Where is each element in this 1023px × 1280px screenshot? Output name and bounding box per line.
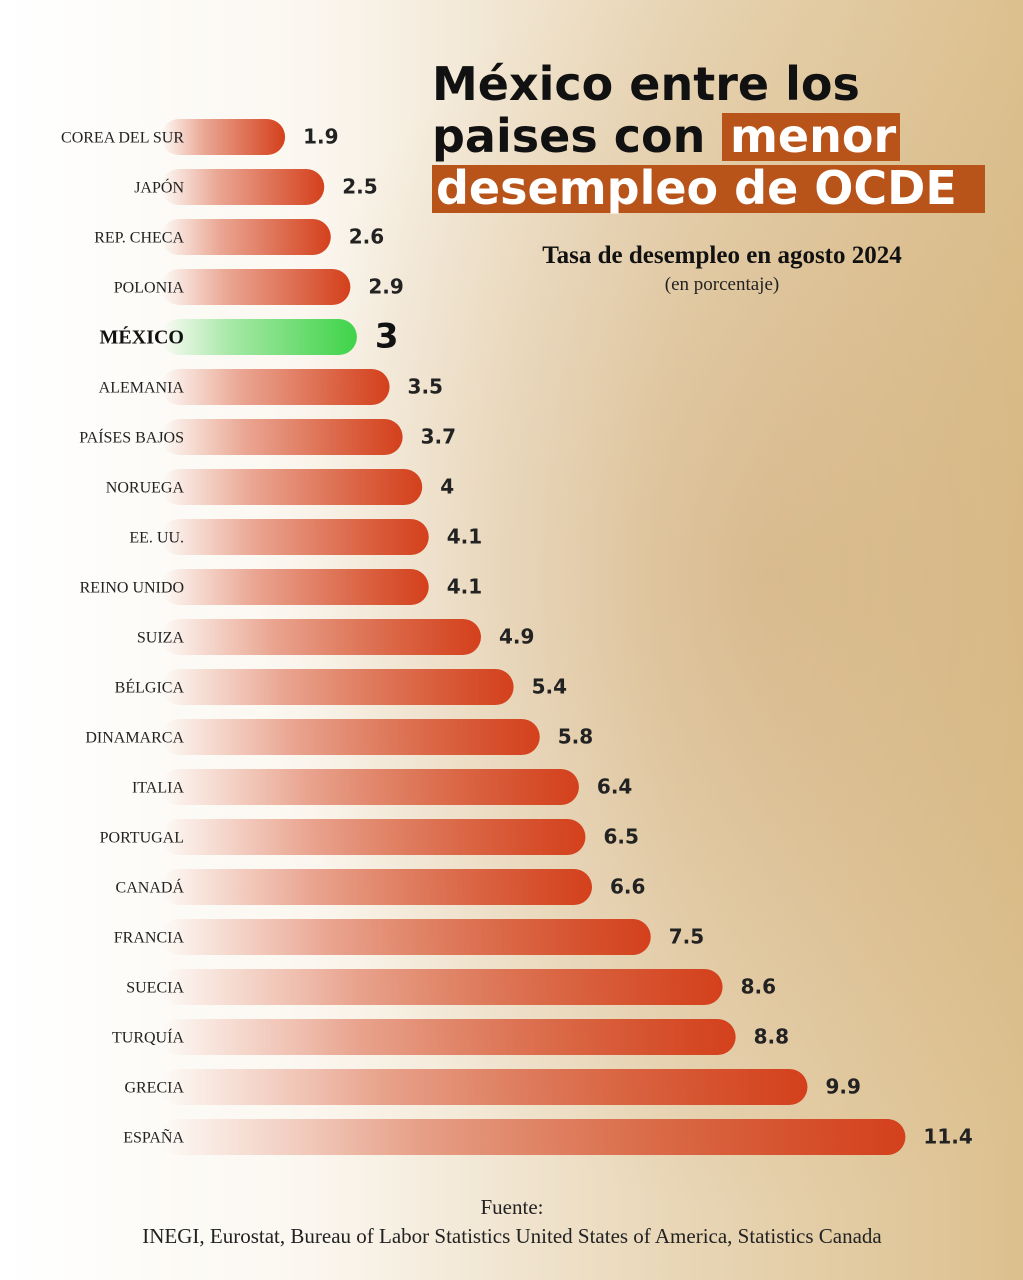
value-label: 9.9 bbox=[825, 1075, 860, 1099]
value-label: 7.5 bbox=[669, 925, 704, 949]
bar bbox=[161, 419, 403, 455]
category-label: POLONIA bbox=[114, 280, 185, 297]
category-label: ESPAÑA bbox=[123, 1129, 184, 1147]
value-label: 3.7 bbox=[421, 425, 456, 449]
bar bbox=[161, 319, 357, 355]
value-label: 11.4 bbox=[923, 1125, 972, 1149]
category-label: TURQUÍA bbox=[112, 1028, 184, 1047]
category-label: FRANCIA bbox=[114, 930, 185, 947]
category-label: SUECIA bbox=[126, 980, 184, 997]
category-label: REP. CHECA bbox=[94, 230, 184, 247]
bar bbox=[161, 519, 429, 555]
bar bbox=[161, 769, 579, 805]
category-label: PORTUGAL bbox=[100, 830, 184, 847]
value-label: 6.5 bbox=[603, 825, 638, 849]
category-label: EE. UU. bbox=[129, 530, 184, 547]
value-label: 5.8 bbox=[558, 725, 593, 749]
bar bbox=[161, 919, 651, 955]
value-label: 4.9 bbox=[499, 625, 534, 649]
category-label: DINAMARCA bbox=[85, 730, 184, 747]
bar bbox=[161, 169, 325, 205]
category-label: COREA DEL SUR bbox=[61, 130, 184, 147]
bar bbox=[161, 1019, 736, 1055]
bar bbox=[161, 1119, 906, 1155]
subtitle: Tasa de desempleo en agosto 2024 bbox=[542, 242, 902, 269]
category-label: PAÍSES BAJOS bbox=[79, 428, 184, 447]
bar bbox=[161, 469, 423, 505]
value-label: 2.9 bbox=[368, 275, 403, 299]
bar bbox=[161, 569, 429, 605]
value-label: 2.6 bbox=[349, 225, 384, 249]
bar bbox=[161, 369, 390, 405]
bar bbox=[161, 969, 723, 1005]
value-label: 3 bbox=[375, 317, 399, 357]
value-label: 4 bbox=[440, 475, 454, 499]
title-highlight-text: desempleo de OCDE bbox=[436, 161, 957, 215]
value-label: 4.1 bbox=[447, 525, 482, 549]
bar bbox=[161, 669, 514, 705]
category-label: REINO UNIDO bbox=[80, 580, 184, 597]
bar bbox=[161, 869, 592, 905]
value-label: 2.5 bbox=[342, 175, 377, 199]
title-line: México entre los bbox=[432, 57, 860, 111]
bar bbox=[161, 619, 481, 655]
category-label: NORUEGA bbox=[106, 480, 185, 497]
source-label: Fuente: bbox=[481, 1195, 544, 1219]
value-label: 8.8 bbox=[754, 1025, 789, 1049]
title-highlight bbox=[722, 113, 900, 161]
source: INEGI, Eurostat, Bureau of Labor Statist… bbox=[142, 1224, 882, 1248]
value-label: 6.6 bbox=[610, 875, 645, 899]
value-label: 3.5 bbox=[408, 375, 443, 399]
bar bbox=[161, 719, 540, 755]
category-label: JAPÓN bbox=[134, 178, 184, 197]
category-label: MÉXICO bbox=[100, 326, 184, 349]
value-label: 1.9 bbox=[303, 125, 338, 149]
value-label: 6.4 bbox=[597, 775, 632, 799]
category-label: BÉLGICA bbox=[115, 678, 185, 697]
bar bbox=[161, 1069, 808, 1105]
value-label: 8.6 bbox=[741, 975, 776, 999]
category-label: ALEMANIA bbox=[99, 380, 185, 397]
bar bbox=[161, 819, 586, 855]
value-label: 4.1 bbox=[447, 575, 482, 599]
value-label: 5.4 bbox=[532, 675, 567, 699]
category-label: GRECIA bbox=[124, 1080, 184, 1097]
title-highlight-text: menor bbox=[730, 109, 896, 163]
title-highlight bbox=[432, 165, 985, 213]
title-line: paises con bbox=[432, 109, 705, 163]
category-label: CANADÁ bbox=[116, 878, 185, 897]
category-label: ITALIA bbox=[132, 780, 184, 797]
bar bbox=[161, 269, 351, 305]
bar bbox=[161, 219, 331, 255]
bar bbox=[161, 119, 286, 155]
unit-note: (en porcentaje) bbox=[665, 274, 779, 295]
category-label: SUIZA bbox=[137, 630, 185, 647]
